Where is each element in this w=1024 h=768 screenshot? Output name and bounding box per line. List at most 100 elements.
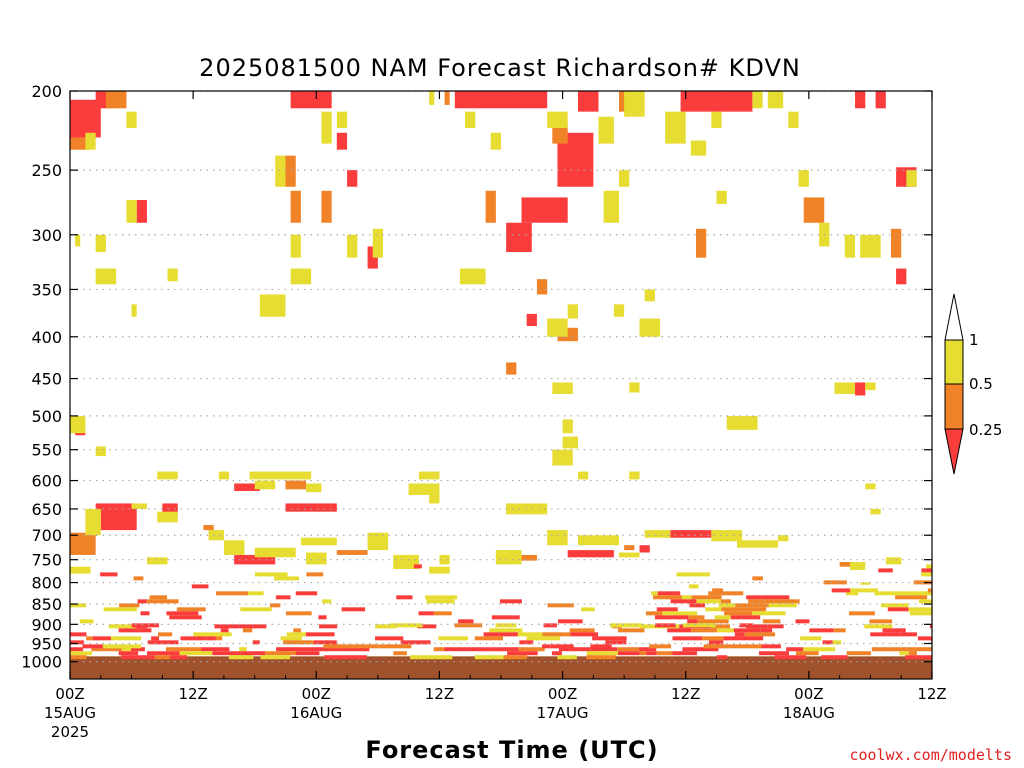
ri-streak [212,651,241,656]
ri-streak [140,611,150,616]
ri-streak [649,644,672,649]
ri-cell-yellow [306,552,327,565]
ri-cell-yellow [834,382,856,394]
ri-streak [102,644,114,649]
ri-cell-yellow [85,132,96,150]
ri-cell-yellow [259,294,286,317]
ri-streak [831,588,851,593]
ri-streak [691,628,718,633]
ri-streak [721,607,752,612]
ri-streak [703,644,729,649]
ri-streak [228,655,254,660]
ri-cell-yellow [870,508,881,515]
ri-streak [919,599,932,604]
ri-streak [751,607,767,612]
ri-streak [748,599,765,604]
ri-streak [474,636,503,641]
ri-streak [646,651,657,656]
ri-cell-red [234,483,260,492]
ri-cell-red [526,313,537,326]
ri-streak [845,591,859,596]
x-tick-label: 12Z [425,685,454,703]
x-tick-label: 12Z [178,685,207,703]
colorbar-label: 0.25 [969,421,1002,439]
ri-streak [676,572,710,577]
ri-streak [774,655,807,660]
ri-streak [216,591,249,596]
ri-streak [242,628,253,633]
y-tick-label: 250 [31,161,62,180]
ri-streak [833,628,846,633]
ri-cell-yellow [613,304,625,317]
ri-streak [137,599,147,604]
y-tick-label: 1000 [21,653,62,672]
ri-streak [551,651,562,656]
ri-cell-yellow [439,554,450,565]
ri-streak [720,591,744,596]
ri-streak [752,576,763,581]
x-tick-label: 2025 [51,723,89,741]
ri-streak [718,603,736,608]
ri-cell-yellow [275,155,286,187]
ri-streak [454,623,483,628]
y-tick-label: 800 [31,574,62,593]
ri-cell-yellow [598,116,614,144]
ri-streak [697,623,716,628]
ri-streak [849,611,875,616]
ri-streak [280,636,302,641]
ri-streak [543,623,557,628]
ri-streak [705,607,714,612]
ri-streak [887,607,909,612]
ri-streak [760,628,773,633]
ri-cell-orange [321,190,332,223]
ri-streak [710,624,730,629]
ri-streak [681,595,692,600]
ri-streak [129,651,139,656]
ri-cell-yellow [254,547,296,558]
ri-cell-orange [285,480,307,490]
y-tick-label: 450 [31,370,62,389]
ri-streak [295,591,318,596]
ri-streak [645,611,663,616]
ri-cell-yellow [629,382,640,393]
ri-cell-yellow [290,268,312,285]
ri-streak [70,640,84,645]
ri-cell-yellow [567,304,578,319]
ri-cell-yellow [506,503,548,515]
ri-cell-orange [336,550,368,555]
ri-cell-yellow [860,582,871,585]
ri-cell-red [285,503,337,512]
ri-streak [762,619,781,624]
ri-cell-yellow [778,535,789,542]
ri-streak [927,588,932,593]
ri-streak [341,607,366,612]
ri-streak [332,655,367,660]
ri-streak [274,576,299,581]
ri-cell-orange [552,124,568,144]
ri-streak [764,599,800,604]
ri-streak [100,572,118,577]
ri-streak [746,595,762,600]
ri-streak [730,615,761,620]
ri-streak [895,595,928,600]
ri-streak [656,607,678,612]
ri-cell-red [234,554,276,565]
ri-cell-orange [285,155,296,187]
ri-streak [179,651,213,656]
ri-cell-yellow [408,483,440,496]
ri-streak [426,599,455,604]
ri-streak [121,655,155,660]
ri-streak [672,636,694,641]
ri-streak [835,655,848,660]
ri-streak [158,632,173,637]
ri-streak [176,607,206,612]
ri-streak [908,651,917,656]
y-tick-label: 750 [31,551,62,570]
y-tick-label: 700 [31,526,62,545]
ri-streak [907,591,924,596]
ri-cell-yellow [157,471,178,480]
ri-streak [610,623,643,628]
ri-cell-orange [536,279,548,295]
ri-streak [617,647,640,652]
ri-streak [921,568,932,573]
